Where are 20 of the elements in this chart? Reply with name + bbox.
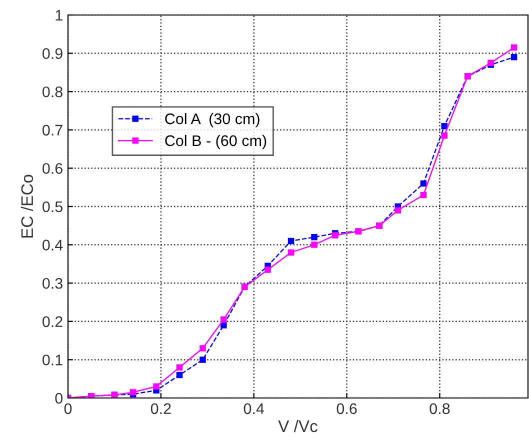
- x-tick-label: 0: [64, 403, 72, 414]
- y-tick-label: 0.8: [42, 86, 62, 98]
- y-tick-label: 0.1: [42, 354, 62, 366]
- y-tick-label: 0.6: [42, 163, 62, 174]
- x-tick-label: 0.2: [150, 403, 171, 414]
- y-tick-label: 0.2: [42, 316, 62, 328]
- x-tick-label: 0.6: [336, 403, 357, 414]
- y-axis-title: EC /ECo: [20, 174, 34, 238]
- x-tick-label: 0.4: [244, 403, 264, 414]
- x-axis-title: V /Vc: [278, 420, 318, 432]
- y-tick-label: 0.9: [42, 48, 62, 59]
- x-tick-label: 0.8: [430, 403, 450, 414]
- y-tick-label: 0.5: [42, 201, 62, 212]
- legend-label: Col B - (60 cm): [165, 134, 266, 150]
- legend-label: Col A (30 cm): [165, 113, 260, 128]
- y-tick-label: 0.4: [42, 240, 63, 250]
- y-tick-label: 1: [56, 10, 62, 21]
- y-tick-label: 0.7: [42, 124, 62, 136]
- y-tick-label: 0.3: [42, 278, 62, 289]
- y-tick-label: 0: [55, 392, 63, 404]
